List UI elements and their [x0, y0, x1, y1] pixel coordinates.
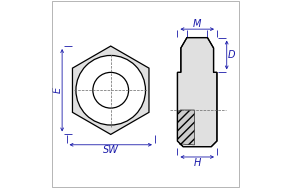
Text: H: H	[194, 158, 201, 168]
Text: SW: SW	[103, 145, 119, 155]
Text: D: D	[228, 50, 235, 60]
Text: E: E	[53, 87, 63, 93]
Polygon shape	[178, 110, 194, 147]
Polygon shape	[178, 38, 217, 147]
Circle shape	[76, 55, 146, 125]
Circle shape	[93, 72, 129, 108]
Text: M: M	[193, 19, 201, 30]
Polygon shape	[72, 46, 149, 134]
